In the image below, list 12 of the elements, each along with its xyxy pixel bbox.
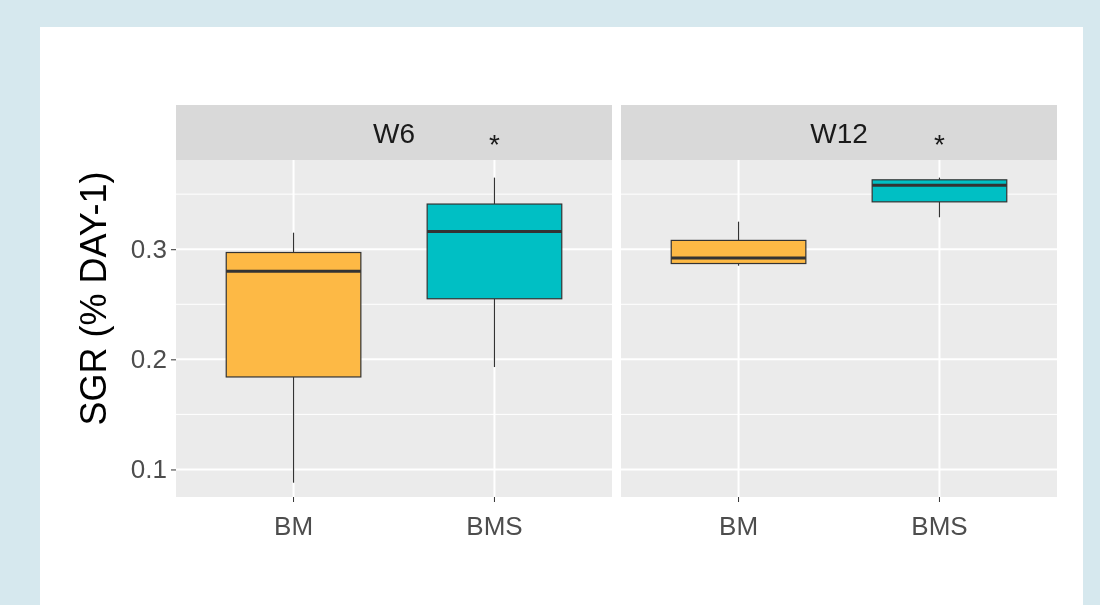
x-tick-label: BMS bbox=[911, 510, 968, 541]
y-tick-label: 0.1 bbox=[130, 454, 167, 485]
text: * bbox=[934, 129, 946, 160]
x-tick-label: BM bbox=[274, 510, 314, 541]
x-tick-label: BM bbox=[719, 510, 759, 541]
chart-title: W6 bbox=[373, 117, 415, 149]
y-axis-title: SGR (% DAY-1) bbox=[73, 171, 114, 426]
y-tick-label: 0.3 bbox=[130, 234, 167, 265]
text: * bbox=[489, 129, 501, 160]
y-tick-label: 0.2 bbox=[130, 344, 167, 375]
chart-title: W12 bbox=[810, 117, 868, 149]
x-tick-label: BMS bbox=[466, 510, 523, 541]
